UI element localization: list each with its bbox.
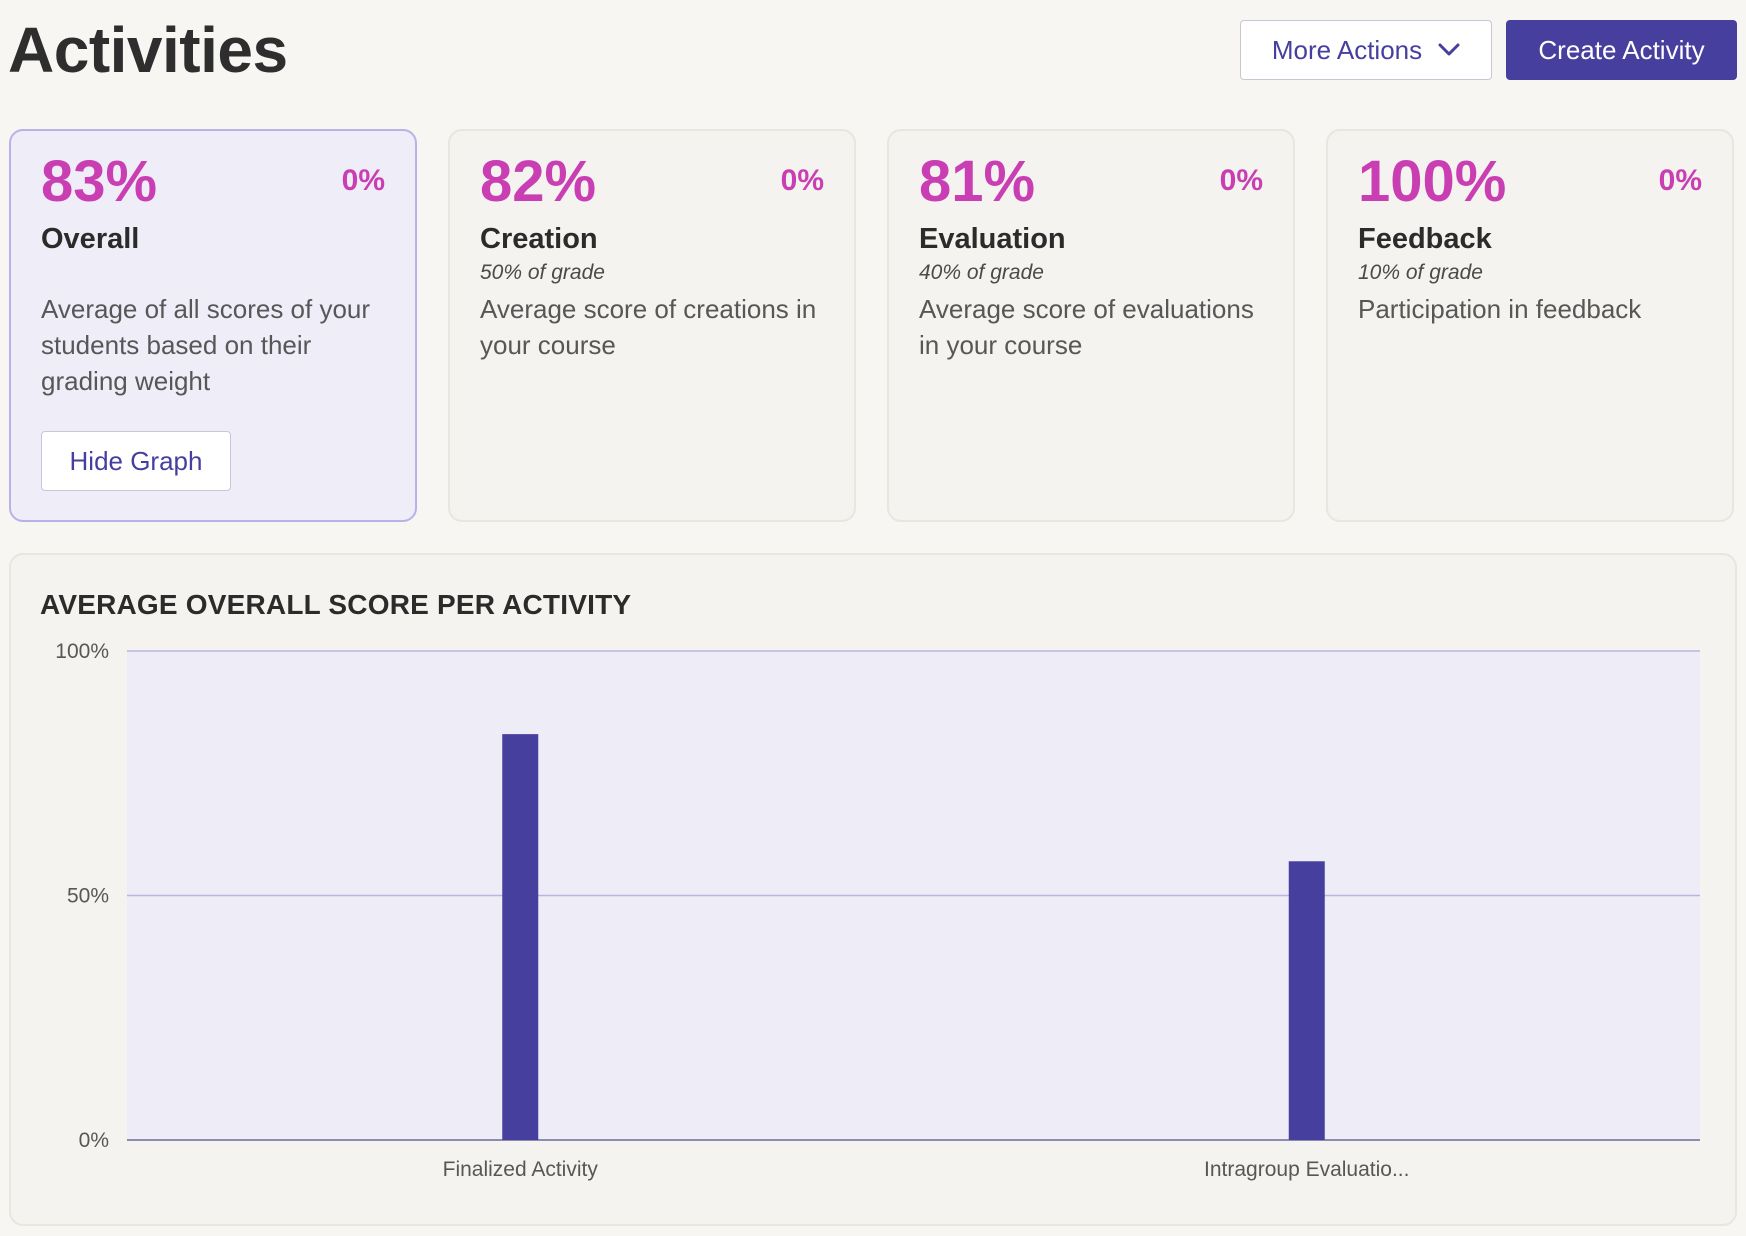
card-percent: 81% [919,149,1036,214]
card-delta: 0% [780,164,824,197]
page-title: Activities [8,14,288,86]
x-tick-label: Finalized Activity [443,1158,599,1181]
card-description: Average score of creations in your cours… [480,294,817,360]
chevron-down-icon [1438,43,1460,56]
stat-card-feedback[interactable]: 100% 0% Feedback 10% of grade Participat… [1326,129,1734,522]
y-tick-label: 100% [55,640,109,663]
stat-card-overall[interactable]: 83% 0% Overall Average of all scores of … [9,129,417,522]
more-actions-button[interactable]: More Actions [1240,20,1492,80]
more-actions-label: More Actions [1271,34,1423,65]
card-delta: 0% [341,164,385,197]
card-description: Participation in feedback [1358,294,1642,324]
card-name: Feedback [1358,223,1492,255]
stat-card-creation[interactable]: 82% 0% Creation 50% of grade Average sco… [448,129,856,522]
card-percent: 82% [480,149,597,214]
stat-card-evaluation[interactable]: 81% 0% Evaluation 40% of grade Average s… [887,129,1295,522]
y-tick-label: 0% [79,1129,109,1152]
card-delta: 0% [1219,164,1263,197]
hide-graph-button[interactable]: Hide Graph [41,431,231,491]
y-tick-label: 50% [67,885,109,908]
card-delta: 0% [1658,164,1702,197]
card-name: Overall [41,223,140,255]
card-description: Average of all scores of your students b… [41,294,371,396]
card-name: Creation [480,223,598,255]
card-name: Evaluation [919,223,1066,255]
card-percent: 83% [41,149,158,214]
card-percent: 100% [1358,149,1507,214]
card-weight: 50% of grade [480,261,605,284]
x-tick-label: Intragroup Evaluatio... [1204,1158,1409,1181]
card-description: Average score of evaluations in your cou… [919,294,1254,360]
bar [1288,861,1325,1140]
card-weight: 40% of grade [919,261,1044,284]
card-weight: 10% of grade [1358,261,1483,284]
chart-title: AVERAGE OVERALL SCORE PER ACTIVITY [40,589,632,620]
bar [502,734,539,1140]
create-activity-button[interactable]: Create Activity [1506,20,1737,80]
